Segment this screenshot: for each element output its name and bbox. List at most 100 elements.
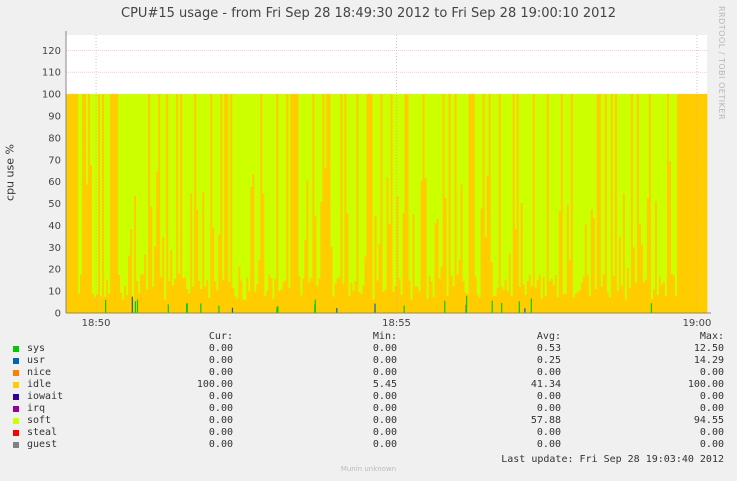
- soft-area-segment: [436, 94, 439, 219]
- idle-area-segment: [512, 94, 516, 314]
- idle-area-segment: [136, 280, 139, 313]
- legend-swatch: [13, 382, 19, 388]
- idle-area-segment: [344, 94, 347, 314]
- soft-area-segment: [424, 94, 427, 179]
- idle-area-segment: [676, 94, 680, 314]
- idle-area-segment: [454, 94, 458, 314]
- soft-area-segment: [496, 94, 500, 288]
- idle-area-segment: [594, 289, 598, 313]
- idle-area-segment: [310, 278, 313, 313]
- idle-area-segment: [258, 259, 261, 313]
- soft-area-segment: [288, 94, 291, 289]
- sys-area-segment: [105, 299, 107, 313]
- legend-series-name: sys: [27, 343, 46, 354]
- idle-area-segment: [280, 289, 283, 313]
- idle-area-segment: [520, 202, 524, 313]
- soft-area-segment: [574, 94, 578, 294]
- soft-area-segment: [216, 94, 219, 291]
- legend-swatch: [13, 430, 19, 436]
- soft-area-segment: [266, 94, 269, 291]
- idle-area-segment: [490, 261, 494, 313]
- legend-series-name: nice: [27, 367, 52, 378]
- soft-area-segment: [416, 94, 419, 287]
- soft-area-segment: [124, 94, 127, 286]
- soft-area-segment: [352, 94, 355, 291]
- soft-area-segment: [174, 94, 177, 279]
- idle-area-segment: [182, 277, 185, 313]
- sys-area-segment: [501, 302, 503, 313]
- soft-area-segment: [120, 94, 123, 293]
- idle-area-segment: [192, 286, 195, 313]
- idle-area-segment: [456, 274, 460, 313]
- idle-area-segment: [488, 94, 492, 314]
- idle-area-segment: [118, 274, 121, 313]
- soft-area-segment: [440, 94, 443, 267]
- idle-area-segment: [288, 288, 291, 313]
- soft-area-segment: [94, 94, 97, 298]
- soft-area-segment: [222, 94, 225, 280]
- sys-area-segment: [186, 303, 188, 313]
- value-cur: 0.00: [208, 367, 233, 378]
- idle-area-segment: [628, 287, 632, 313]
- sys-area-segment: [276, 307, 278, 313]
- soft-area-segment: [662, 94, 666, 283]
- soft-area-segment: [346, 94, 349, 214]
- value-min: 0.00: [372, 403, 397, 414]
- idle-area-segment: [140, 273, 143, 313]
- soft-area-segment: [626, 94, 630, 268]
- soft-area-segment: [274, 94, 277, 279]
- idle-area-segment: [680, 94, 684, 314]
- soft-area-segment: [178, 94, 181, 274]
- soft-area-segment: [240, 94, 243, 281]
- idle-area-segment: [222, 279, 225, 313]
- soft-area-segment: [196, 94, 199, 210]
- idle-area-segment: [84, 94, 87, 314]
- soft-area-segment: [556, 94, 560, 297]
- soft-area-segment: [118, 94, 121, 275]
- soft-area-segment: [620, 94, 624, 286]
- idle-area-segment: [86, 184, 89, 313]
- value-avg: 0.53: [536, 343, 561, 354]
- soft-area-segment: [558, 94, 562, 211]
- soft-area-segment: [452, 94, 456, 286]
- soft-area-segment: [460, 94, 464, 185]
- soft-area-segment: [668, 94, 672, 161]
- idle-area-segment: [130, 228, 133, 313]
- soft-area-segment: [456, 94, 460, 275]
- soft-area-segment: [162, 94, 165, 237]
- soft-area-segment: [672, 94, 676, 276]
- idle-area-segment: [180, 94, 183, 314]
- idle-area-segment: [434, 222, 437, 313]
- column-header-max: Max:: [699, 331, 724, 342]
- idle-area-segment: [470, 94, 474, 314]
- soft-area-segment: [564, 94, 568, 294]
- soft-area-segment: [582, 94, 586, 277]
- soft-area-segment: [376, 94, 379, 281]
- idle-area-segment: [596, 94, 600, 314]
- idle-area-segment: [194, 94, 197, 314]
- idle-area-segment: [590, 208, 594, 313]
- idle-area-segment: [314, 216, 317, 313]
- idle-area-segment: [532, 94, 536, 314]
- idle-area-segment: [416, 286, 419, 313]
- soft-area-segment: [152, 94, 155, 287]
- soft-area-segment: [392, 94, 395, 292]
- idle-area-segment: [242, 299, 245, 313]
- soft-area-segment: [386, 94, 389, 178]
- idle-area-segment: [294, 94, 297, 314]
- soft-area-segment: [244, 94, 247, 300]
- idle-area-segment: [630, 94, 634, 314]
- idle-area-segment: [664, 295, 668, 313]
- idle-area-segment: [412, 213, 415, 313]
- soft-area-segment: [638, 94, 642, 224]
- idle-area-segment: [548, 280, 552, 313]
- soft-area-segment: [160, 94, 163, 277]
- idle-area-segment: [616, 290, 620, 313]
- idle-area-segment: [568, 259, 572, 313]
- idle-area-segment: [408, 280, 411, 313]
- idle-area-segment: [558, 210, 562, 313]
- soft-area-segment: [138, 94, 141, 293]
- soft-area-segment: [484, 94, 488, 237]
- legend-series-name: irq: [27, 403, 46, 414]
- idle-area-segment: [498, 94, 502, 314]
